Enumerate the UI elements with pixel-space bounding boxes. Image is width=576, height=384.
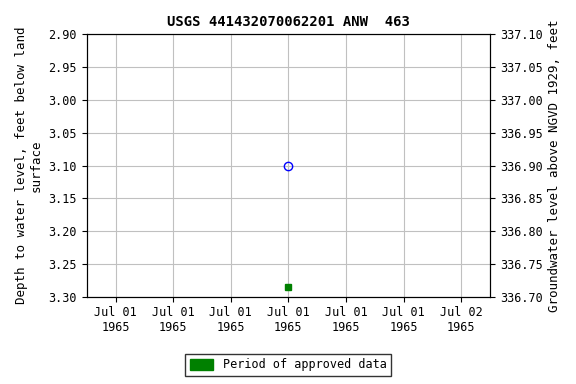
Title: USGS 441432070062201 ANW  463: USGS 441432070062201 ANW 463 — [167, 15, 410, 29]
Y-axis label: Depth to water level, feet below land
surface: Depth to water level, feet below land su… — [15, 27, 43, 304]
Legend: Period of approved data: Period of approved data — [185, 354, 391, 376]
Y-axis label: Groundwater level above NGVD 1929, feet: Groundwater level above NGVD 1929, feet — [548, 19, 561, 312]
